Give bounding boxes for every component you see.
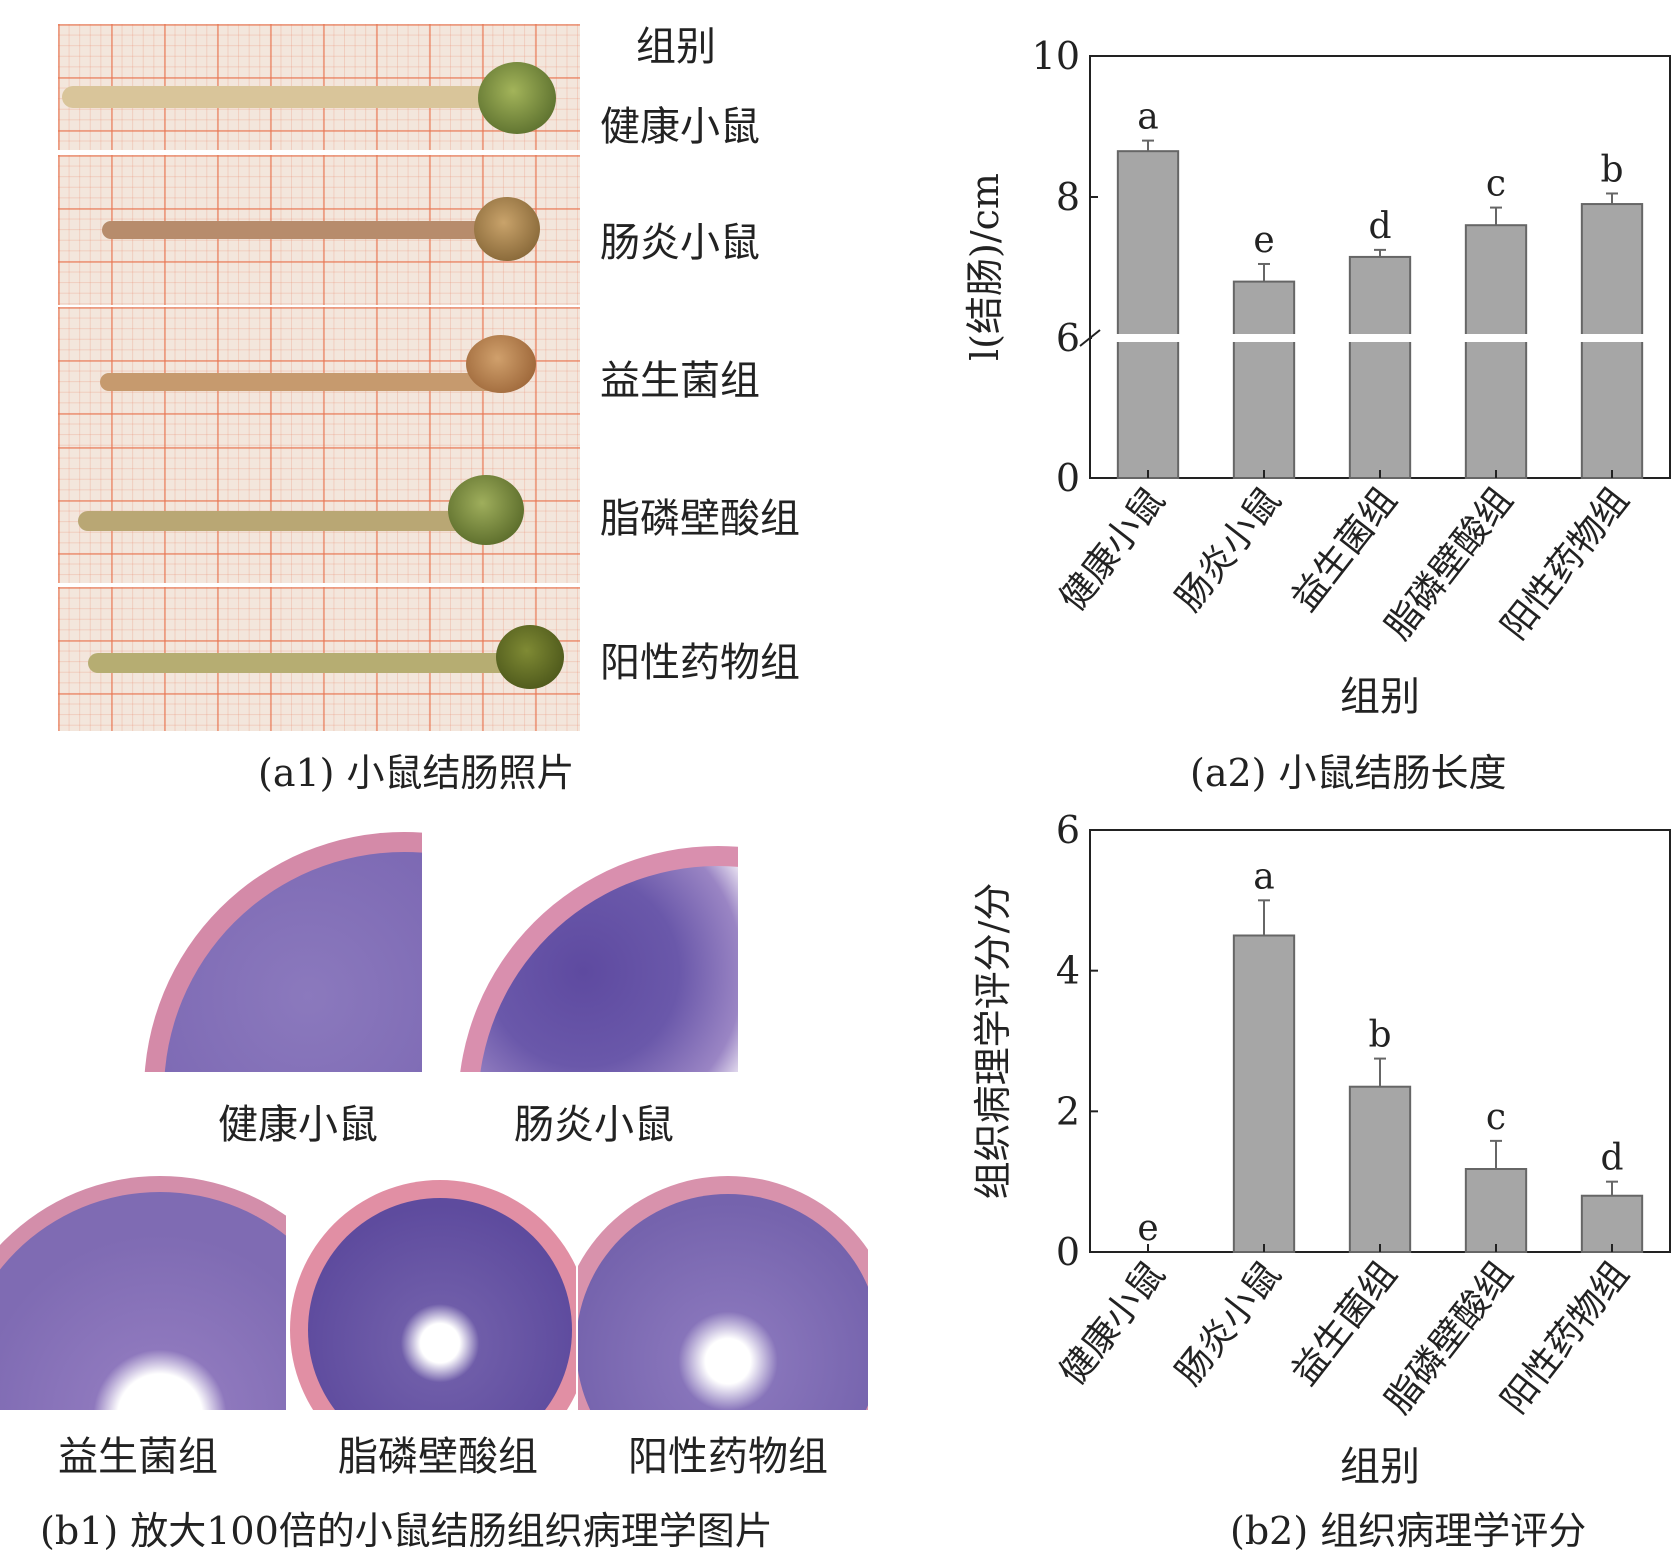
x-category-label: 益生菌组 <box>1284 1254 1405 1393</box>
colon-length-chart: 06810a健康小鼠e肠炎小鼠d益生菌组c脂磷壁酸组b阳性药物组组别l(结肠)/… <box>963 34 1671 720</box>
axis-break-gap <box>1092 334 1668 342</box>
y-tick-label: 10 <box>1032 34 1080 78</box>
y-axis-title: l(结肠)/cm <box>963 173 1007 361</box>
photo-label-colitis: 肠炎小鼠 <box>600 220 760 266</box>
colon-photo-probiotic <box>58 307 580 447</box>
photo-label-lta: 脂磷壁酸组 <box>600 496 800 542</box>
significance-letter: a <box>1137 97 1158 138</box>
colon-photo-colitis <box>58 155 580 305</box>
x-axis-title: 组别 <box>1340 1444 1420 1490</box>
histology-label-positive-drug: 阳性药物组 <box>628 1434 828 1480</box>
bar-3 <box>1348 255 1412 479</box>
histology-label-colitis: 肠炎小鼠 <box>514 1102 674 1148</box>
histology-image-colitis <box>448 826 738 1072</box>
x-category-label: 健康小鼠 <box>1052 480 1173 619</box>
histopathology-score-chart: 0246e健康小鼠a肠炎小鼠b益生菌组c脂磷壁酸组d阳性药物组组别组织病理学评分… <box>971 808 1671 1490</box>
caption-a2: (a2) 小鼠结肠长度 <box>1190 751 1507 795</box>
x-category-label: 肠炎小鼠 <box>1168 480 1289 619</box>
y-tick-label: 0 <box>1056 1230 1080 1274</box>
bar-4 <box>1464 224 1528 479</box>
bar-4 <box>1464 1168 1528 1253</box>
photo-label-positive-drug: 阳性药物组 <box>600 640 800 686</box>
colon-photo-lta <box>58 447 580 583</box>
significance-letter: d <box>1600 1138 1623 1179</box>
y-tick-label: 4 <box>1056 949 1080 993</box>
caption-a1: (a1) 小鼠结肠照片 <box>258 751 575 795</box>
y-tick-label: 6 <box>1056 316 1080 360</box>
significance-letter: b <box>1368 1015 1391 1056</box>
photo-group-header: 组别 <box>636 24 716 70</box>
photo-label-probiotic: 益生菌组 <box>600 358 760 404</box>
significance-letter: e <box>1253 220 1274 261</box>
x-axis-title: 组别 <box>1340 674 1420 720</box>
x-category-label: 益生菌组 <box>1284 480 1405 619</box>
x-category-label: 健康小鼠 <box>1052 1254 1173 1393</box>
histology-image-lta <box>290 1170 576 1410</box>
significance-letter: b <box>1600 149 1623 190</box>
significance-letter: c <box>1486 164 1506 205</box>
significance-letter: c <box>1486 1097 1506 1138</box>
y-axis-title: 组织病理学评分/分 <box>971 883 1015 1200</box>
bar-3 <box>1348 1085 1412 1254</box>
bar-2 <box>1232 280 1296 479</box>
y-tick-label: 0 <box>1056 456 1080 500</box>
axis-break-mark <box>1079 329 1101 347</box>
colon-photo-healthy <box>58 24 580 150</box>
bar-2 <box>1232 934 1296 1253</box>
x-category-label: 肠炎小鼠 <box>1168 1254 1289 1393</box>
histology-label-probiotic: 益生菌组 <box>58 1434 218 1480</box>
significance-letter: e <box>1137 1208 1158 1249</box>
photo-label-healthy: 健康小鼠 <box>600 104 760 150</box>
significance-letter: a <box>1253 856 1274 897</box>
bar-1 <box>1116 150 1180 480</box>
y-tick-label: 6 <box>1056 808 1080 852</box>
histology-label-lta: 脂磷壁酸组 <box>338 1434 538 1480</box>
histology-label-healthy: 健康小鼠 <box>218 1102 378 1148</box>
histology-image-positive-drug <box>578 1176 868 1410</box>
caption-b2: (b2) 组织病理学评分 <box>1230 1509 1587 1553</box>
y-tick-label: 8 <box>1056 175 1080 219</box>
histology-image-healthy <box>128 826 422 1072</box>
significance-letter: d <box>1368 206 1391 247</box>
caption-b1: (b1) 放大100倍的小鼠结肠组织病理学图片 <box>40 1509 773 1553</box>
histology-image-probiotic <box>0 1170 286 1410</box>
bar-5 <box>1580 1194 1644 1254</box>
y-tick-label: 2 <box>1056 1089 1080 1133</box>
colon-photo-positive-drug <box>58 587 580 731</box>
